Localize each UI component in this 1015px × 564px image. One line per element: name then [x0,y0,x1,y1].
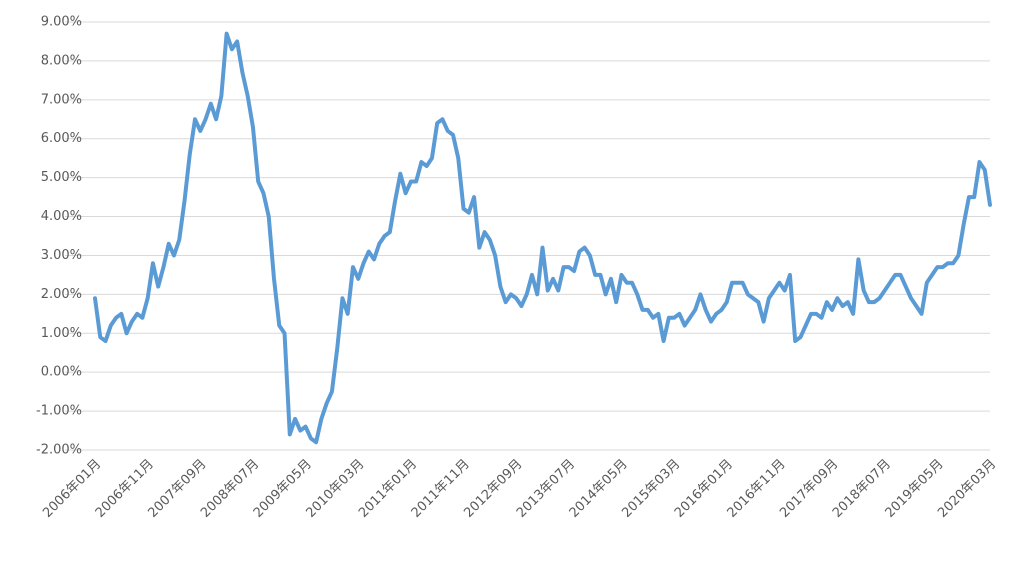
y-tick-label: 3.00% [41,248,82,263]
y-tick-label: 6.00% [41,131,82,146]
y-tick-label: 4.00% [41,209,82,224]
y-tick-label: 7.00% [41,92,82,107]
y-tick-label: 2.00% [41,287,82,302]
data-line [93,31,992,445]
y-tick-label: 0.00% [41,365,82,380]
y-tick-label: 1.00% [41,326,82,341]
y-tick-label: -2.00% [36,443,82,458]
y-tick-label: -1.00% [36,404,82,419]
y-tick-label: 8.00% [41,53,82,68]
y-tick-label: 9.00% [41,15,82,30]
y-tick-label: 5.00% [41,170,82,185]
